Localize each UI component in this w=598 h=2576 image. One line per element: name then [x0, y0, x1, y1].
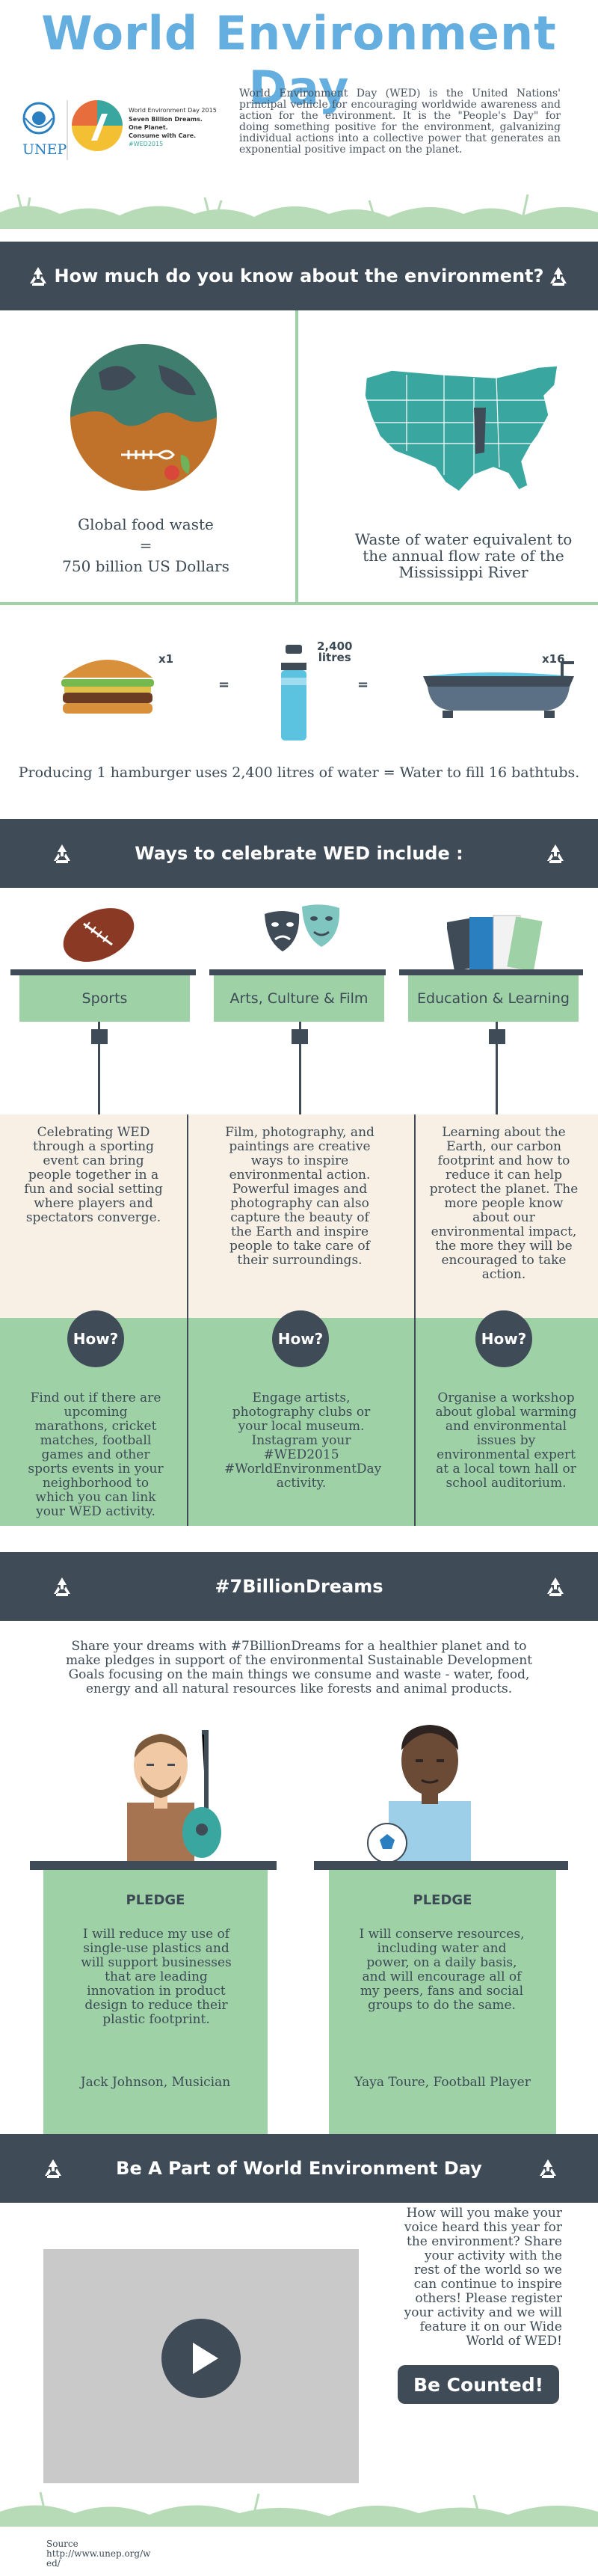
- source-label: Source: [46, 2539, 78, 2549]
- wed-small-line: One Planet.: [129, 124, 168, 131]
- recycle-icon: [30, 267, 46, 286]
- intro-text: World Environment Day (WED) is the Unite…: [239, 88, 561, 156]
- usa-map-icon: [364, 365, 558, 492]
- wed-small-line: Consume with Care.: [129, 132, 196, 139]
- recycle-icon: [550, 267, 567, 286]
- unep-logo-icon: [22, 102, 55, 135]
- wed-small-line: World Environment Day 2015: [129, 107, 217, 114]
- way-desc-education: Learning about the Earth, our carbon foo…: [429, 1125, 579, 1282]
- how-badge: How?: [475, 1310, 532, 1367]
- ways-description-panel: [0, 1114, 598, 1318]
- hamburger-sentence: Producing 1 hamburger uses 2,400 litres …: [18, 764, 580, 781]
- part-text: How will you make your voice heard this …: [404, 2206, 562, 2349]
- grass-divider: [0, 194, 598, 229]
- section-title: Ways to celebrate WED include :: [135, 843, 463, 864]
- pledge-text: I will conserve resources, including wat…: [359, 1927, 525, 2013]
- footer-source: Source http://www.unep.org/w ed/: [46, 2539, 166, 2569]
- way-label-sports: Sports: [19, 975, 190, 1022]
- connector-block: [489, 1029, 505, 1044]
- equals-sign: =: [357, 677, 369, 693]
- pledge-text: I will reduce my use of single-use plast…: [81, 1927, 232, 2027]
- section-title: Be A Part of World Environment Day: [116, 2158, 482, 2179]
- football-icon: [63, 908, 135, 962]
- source-link[interactable]: http://www.unep.org/w: [46, 2548, 151, 2559]
- divider: [187, 1114, 188, 1526]
- wed-small-line: Seven Billion Dreams.: [129, 116, 203, 123]
- way-label-education: Education & Learning: [408, 975, 579, 1022]
- pledge-shelf: [30, 1861, 277, 1870]
- footballer-illustration-icon: [367, 1725, 471, 1862]
- pledge-card: [329, 1870, 556, 2162]
- page-title: World Environment Day: [41, 6, 557, 115]
- section-band-ways: Ways to celebrate WED include :: [0, 819, 598, 888]
- dreams-intro: Share your dreams with #7BillionDreams f…: [65, 1639, 533, 1696]
- connector-block: [91, 1029, 108, 1044]
- pledge-shelf: [314, 1861, 568, 1870]
- burger-multiplier: x1: [158, 652, 174, 666]
- musician-illustration-icon: [127, 1730, 221, 1862]
- caption-eq: =: [139, 536, 152, 554]
- unep-label: UNEP: [22, 141, 67, 158]
- grass-divider: [0, 2491, 598, 2527]
- recycle-icon: [54, 844, 70, 863]
- pledge-heading: PLEDGE: [413, 1892, 472, 1908]
- caption-line: 750 billion US Dollars: [62, 557, 229, 575]
- way-how-education: Organise a workshop about global warming…: [435, 1390, 577, 1491]
- way-how-arts: Engage artists, photography clubs or you…: [224, 1390, 382, 1491]
- connector: [98, 1022, 100, 1114]
- food-waste-caption: Global food waste = 750 billion US Dolla…: [30, 516, 262, 574]
- divider: [0, 602, 598, 605]
- wed-logo-icon: [72, 100, 123, 151]
- section-title: How much do you know about the environme…: [54, 266, 544, 286]
- equals-sign: =: [218, 677, 230, 693]
- shelf: [10, 969, 196, 975]
- source-link[interactable]: ed/: [46, 2558, 61, 2569]
- way-label-arts: Arts, Culture & Film: [214, 975, 384, 1022]
- connector: [299, 1022, 301, 1114]
- divider: [414, 1114, 416, 1526]
- bottle-label: 2,400 litres: [317, 641, 352, 663]
- section-band-dreams: #7BillionDreams: [0, 1552, 598, 1621]
- recycle-icon: [54, 1577, 70, 1596]
- recycle-icon: [547, 844, 564, 863]
- way-how-sports: Find out if there are upcoming marathons…: [28, 1390, 164, 1519]
- play-icon: [193, 2343, 218, 2374]
- caption-line: Global food waste: [78, 515, 214, 533]
- bottle-label-unit: litres: [318, 651, 351, 664]
- water-bottle-icon: [281, 645, 306, 740]
- section-title: #7BillionDreams: [215, 1576, 383, 1597]
- theatre-masks-icon: [265, 904, 340, 951]
- recycle-icon: [45, 2159, 61, 2178]
- connector: [496, 1022, 498, 1114]
- wed-small-line: #WED2015: [129, 141, 163, 147]
- play-button[interactable]: [161, 2319, 241, 2398]
- water-caption: Waste of water equivalent to the annual …: [354, 530, 573, 581]
- bottle-label-value: 2,400: [317, 640, 353, 653]
- logos: UNEP World Environment Day 2015 Seven Bi…: [16, 97, 233, 165]
- pledge-heading: PLEDGE: [126, 1892, 185, 1908]
- how-badge: How?: [272, 1310, 329, 1367]
- shelf: [399, 969, 583, 975]
- shelf: [209, 969, 386, 975]
- books-icon: [447, 915, 543, 972]
- recycle-icon: [547, 1577, 564, 1596]
- recycle-icon: [540, 2159, 556, 2178]
- globe-food-waste-icon: [70, 344, 217, 491]
- pledge-author: Yaya Toure, Football Player: [354, 2075, 531, 2090]
- bathtub-multiplier: x16: [542, 652, 565, 666]
- pledge-card: [43, 1870, 268, 2162]
- hamburger-icon: [61, 660, 154, 714]
- divider: [295, 310, 298, 602]
- way-desc-arts: Film, photography, and paintings are cre…: [225, 1125, 374, 1268]
- way-desc-sports: Celebrating WED through a sporting event…: [24, 1125, 163, 1225]
- bathtub-icon: [423, 661, 574, 718]
- section-band-part: Be A Part of World Environment Day: [0, 2134, 598, 2203]
- how-badge: How?: [67, 1310, 124, 1367]
- connector-block: [292, 1029, 308, 1044]
- be-counted-button[interactable]: Be Counted!: [398, 2365, 559, 2404]
- pledge-author: Jack Johnson, Musician: [80, 2075, 231, 2090]
- section-band-quiz: How much do you know about the environme…: [0, 242, 598, 310]
